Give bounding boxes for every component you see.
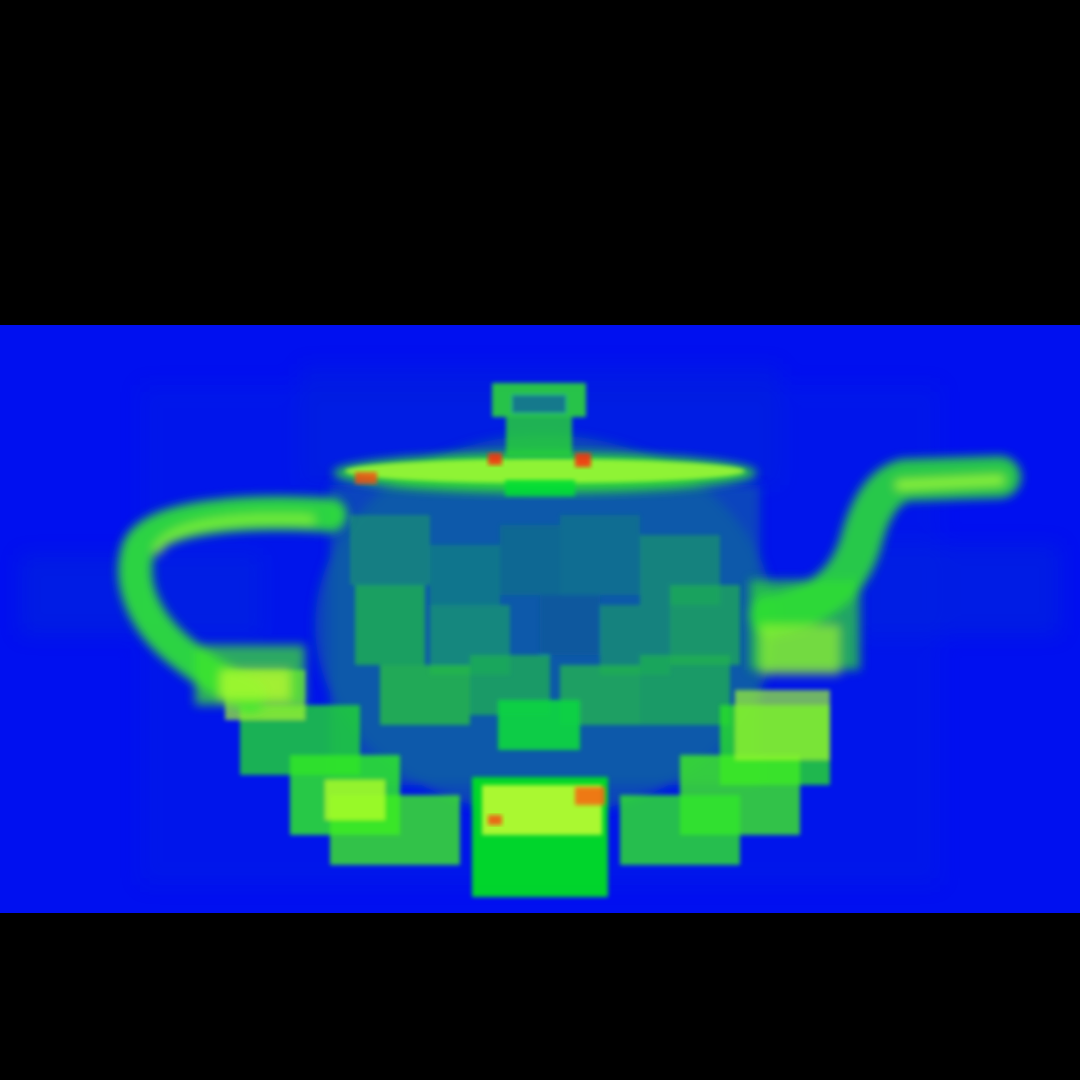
teapot-spout <box>749 456 1021 675</box>
render-viewport <box>0 325 1080 913</box>
teapot-handle <box>118 496 347 712</box>
teapot-heatmap-render <box>0 325 1080 913</box>
teapot-base-block <box>472 777 608 897</box>
teapot-lid-knob <box>492 383 586 457</box>
interior-cells <box>350 515 740 750</box>
letterbox-top <box>0 0 1080 325</box>
letterbox-bottom <box>0 913 1080 1080</box>
teapot-lid-rim <box>333 453 757 496</box>
